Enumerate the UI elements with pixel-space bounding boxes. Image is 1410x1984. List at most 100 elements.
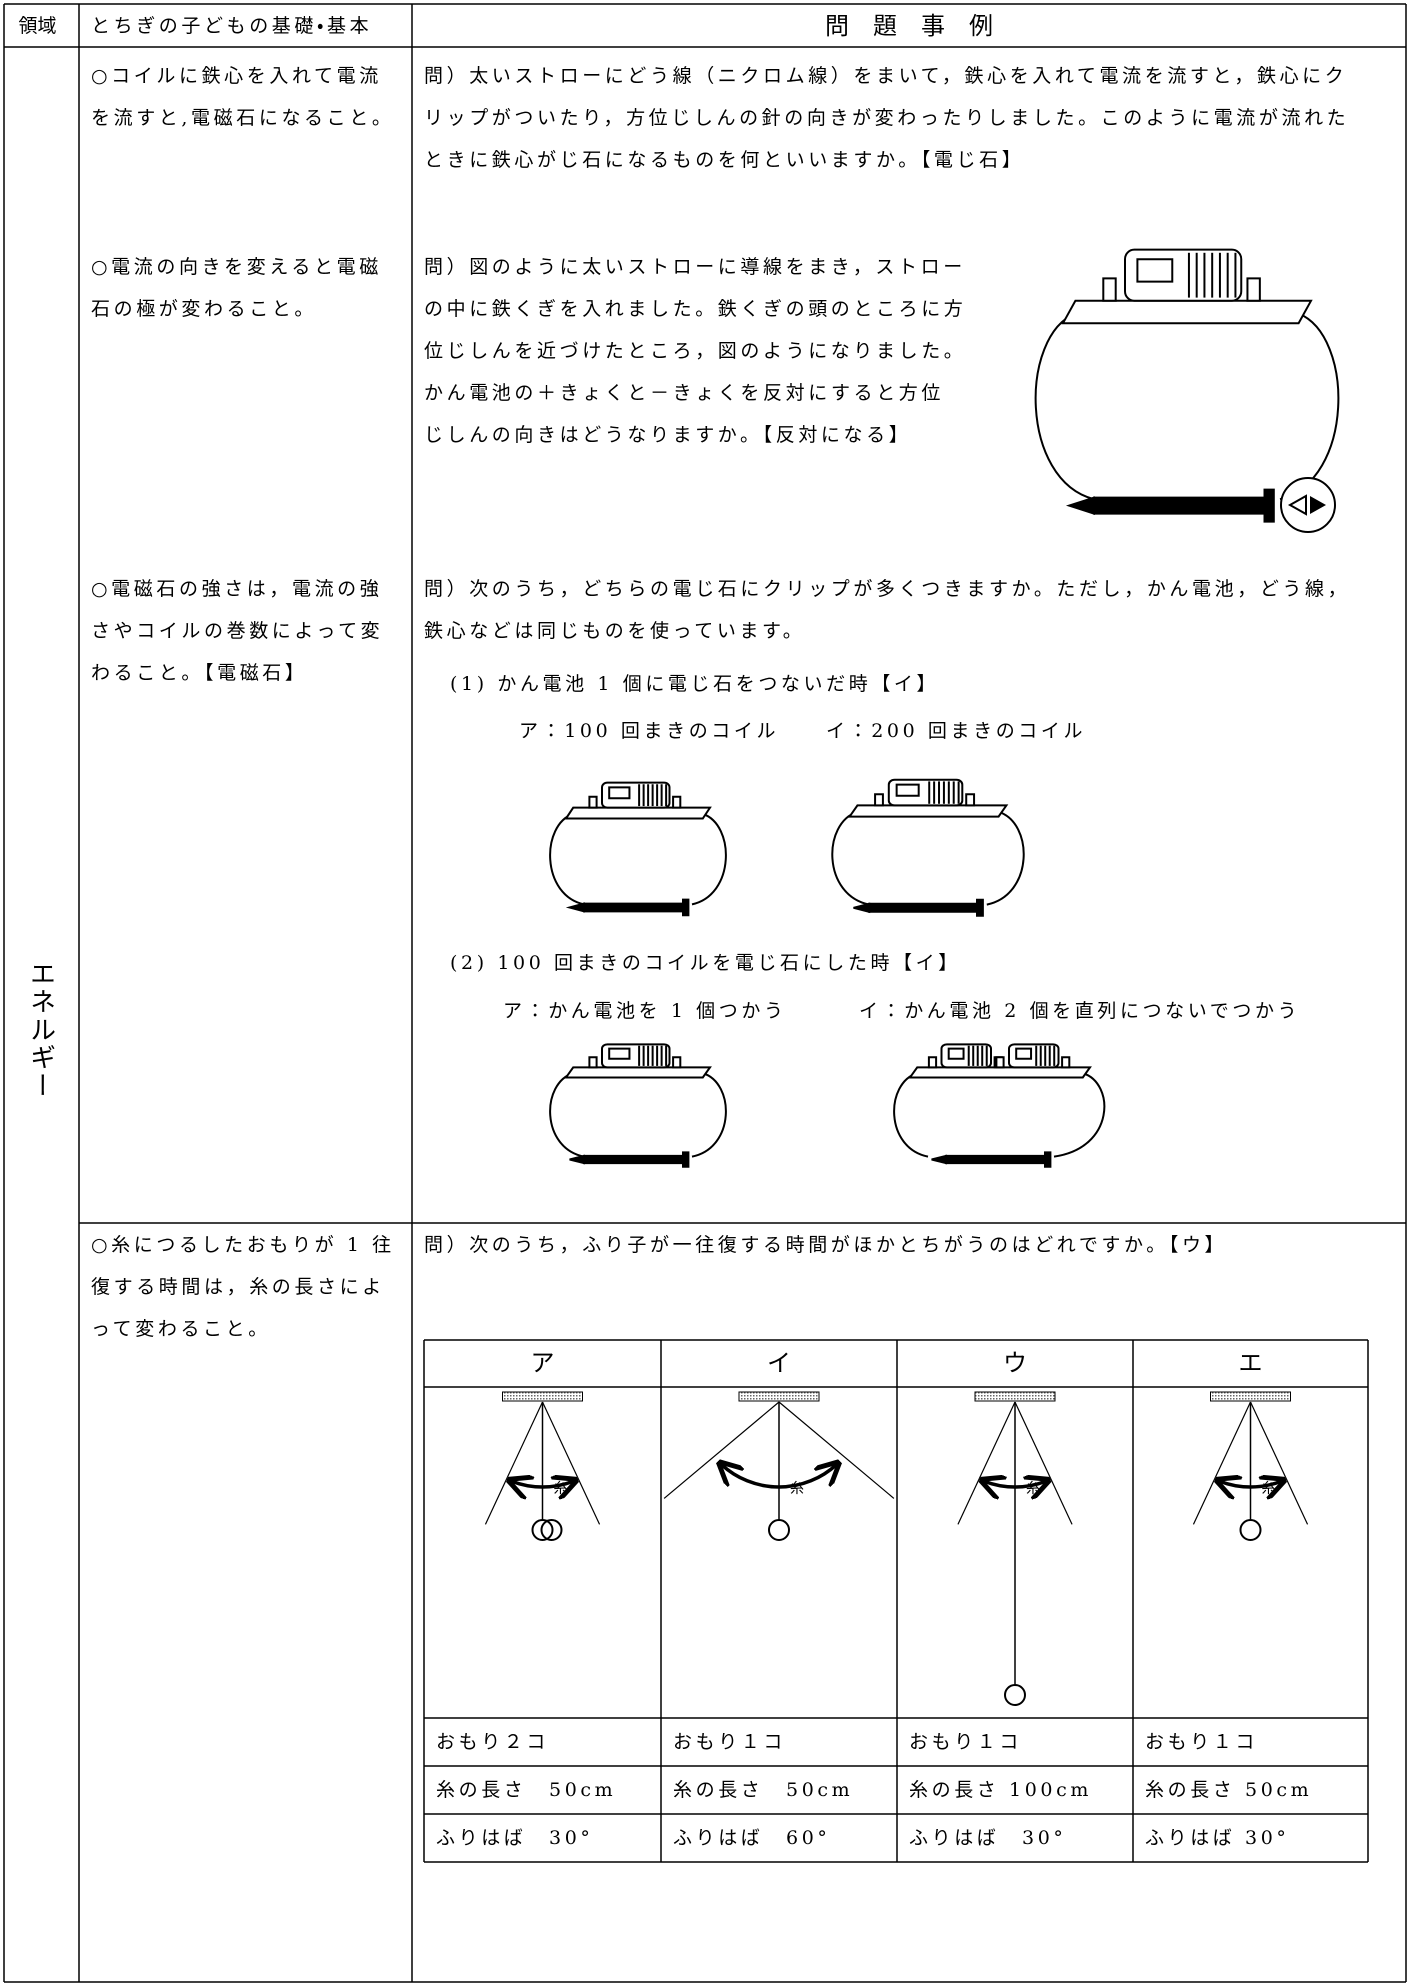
compass-needle bbox=[1310, 496, 1326, 514]
string-label: 糸 bbox=[790, 1481, 804, 1497]
question-line: ときに鉄心がじ石になるものを何といいますか。【電じ石】 bbox=[424, 149, 1025, 171]
question-line: 鉄心などは同じものを使っています。 bbox=[424, 620, 806, 642]
terminal bbox=[966, 794, 974, 805]
electromagnet bbox=[832, 780, 1023, 916]
window bbox=[1016, 1049, 1031, 1059]
cell-text: おもり１コ bbox=[673, 1731, 787, 1753]
window bbox=[609, 787, 629, 798]
area-label: エネルギー bbox=[25, 960, 56, 1100]
question-line: かん電池の＋きょくと－きょくを反対にすると方位 bbox=[424, 382, 944, 404]
terminal bbox=[589, 797, 596, 808]
basic-line: を流すと,電磁石になること。 bbox=[91, 107, 395, 129]
basic-line: ○電流の向きを変えると電磁 bbox=[91, 256, 382, 278]
bob bbox=[1004, 1684, 1026, 1706]
nail-head bbox=[683, 900, 688, 916]
wire bbox=[692, 814, 726, 904]
option: ア：100 回まきのコイル bbox=[519, 720, 780, 742]
electromagnet bbox=[550, 783, 726, 916]
nail-tip bbox=[570, 1156, 584, 1163]
swing-limit bbox=[1249, 1401, 1309, 1525]
wire bbox=[550, 1073, 584, 1157]
wire bbox=[832, 812, 869, 905]
option: イ：200 回まきのコイル bbox=[826, 720, 1087, 742]
string-label: 糸 bbox=[553, 1481, 568, 1497]
column-head: イ bbox=[767, 1349, 791, 1377]
question-line: リップがついたり，方位じしんの針の向きが変わったりしました。このように電流が流れ… bbox=[424, 107, 1350, 129]
cell-text: おもり１コ bbox=[909, 1731, 1023, 1753]
terminal bbox=[673, 797, 680, 808]
basic-line: わること。【電磁石】 bbox=[91, 662, 308, 684]
question-line: じしんの向きはどうなりますか。【反対になる】 bbox=[424, 424, 912, 446]
terminal bbox=[875, 794, 883, 805]
nail-head bbox=[977, 900, 983, 916]
cell-text: 糸の長さ 50cm bbox=[1145, 1779, 1313, 1801]
wire bbox=[987, 812, 1024, 905]
sub-question: (2) 100 回まきのコイルを電じ石にした時【イ】 bbox=[450, 952, 961, 974]
nail bbox=[1094, 498, 1265, 514]
cell-text: ふりはば 60° bbox=[673, 1827, 831, 1849]
window bbox=[1137, 259, 1172, 281]
string-label: 糸 bbox=[1026, 1481, 1040, 1497]
question-line: 問）次のうち，どちらの電じ石にクリップが多くつきますか。ただし，かん電池，どう線… bbox=[424, 578, 1351, 600]
nail bbox=[946, 1156, 1045, 1163]
nail-tip bbox=[932, 1156, 946, 1163]
base bbox=[850, 805, 1007, 816]
ceiling bbox=[502, 1391, 583, 1402]
terminal bbox=[1062, 1057, 1069, 1067]
question-line: 位じしんを近づけたところ，図のようになりました。 bbox=[424, 340, 967, 362]
nail-tip bbox=[854, 904, 870, 912]
swing-limit bbox=[1014, 1401, 1073, 1525]
cell-text: おもり２コ bbox=[436, 1731, 550, 1753]
basic-line: ○電磁石の強さは，電流の強 bbox=[91, 578, 383, 600]
wire bbox=[550, 814, 584, 904]
nail-tip bbox=[570, 904, 584, 912]
option: イ：かん電池 2 個を直列につないでつかう bbox=[859, 1000, 1301, 1022]
nail-head bbox=[683, 1152, 688, 1166]
column-head: エ bbox=[1238, 1349, 1263, 1377]
header-examples: 問 題 事 例 bbox=[825, 12, 993, 40]
cell-text: ふりはば 30° bbox=[1145, 1827, 1290, 1849]
terminal bbox=[1103, 278, 1115, 300]
wire bbox=[692, 1073, 726, 1157]
window bbox=[949, 1049, 964, 1059]
sub-question: (1) かん電池 1 個に電じ石をつないだ時【イ】 bbox=[450, 673, 940, 695]
base bbox=[566, 808, 710, 819]
question-line: の中に鉄くぎを入れました。鉄くぎの頭のところに方 bbox=[424, 298, 967, 320]
swing-limit bbox=[1192, 1401, 1252, 1525]
nail-tip bbox=[1069, 498, 1094, 514]
basic-line: って変わること。 bbox=[91, 1318, 271, 1340]
string-label: 糸 bbox=[1261, 1481, 1276, 1497]
base bbox=[1063, 301, 1311, 323]
cell-text: 糸の長さ 100cm bbox=[909, 1779, 1092, 1801]
cell-text: ふりはば 30° bbox=[436, 1827, 594, 1849]
electromagnet bbox=[550, 1044, 726, 1166]
nail bbox=[584, 904, 683, 912]
header-basics: とちぎの子どもの基礎・基本 bbox=[91, 15, 373, 37]
swing-limit bbox=[663, 1401, 780, 1499]
window bbox=[609, 1049, 629, 1059]
swing-limit bbox=[957, 1401, 1016, 1525]
terminal bbox=[589, 1057, 596, 1067]
terminal bbox=[996, 1057, 1003, 1067]
swing-limit bbox=[778, 1401, 895, 1499]
wire bbox=[1036, 314, 1094, 500]
question-line: 問）次のうち，ふり子が一往復する時間がほかとちがうのはどれですか。【ウ】 bbox=[424, 1234, 1228, 1256]
base bbox=[910, 1067, 1090, 1077]
compass-needle bbox=[1287, 494, 1307, 516]
basic-line: ○糸につるしたおもりが 1 往 bbox=[91, 1234, 395, 1256]
nail bbox=[584, 1156, 683, 1163]
basic-line: 復する時間は，糸の長さによ bbox=[91, 1276, 385, 1298]
bob bbox=[1239, 1519, 1262, 1541]
terminal bbox=[929, 1057, 936, 1067]
swing-limit bbox=[484, 1401, 544, 1525]
wire bbox=[1280, 314, 1338, 500]
terminal bbox=[673, 1057, 680, 1067]
ceiling bbox=[738, 1391, 820, 1402]
ceiling bbox=[974, 1391, 1056, 1402]
cell-text: 糸の長さ 50cm bbox=[673, 1779, 854, 1801]
terminal bbox=[1247, 278, 1259, 300]
nail-head bbox=[1265, 490, 1274, 522]
electromagnet bbox=[894, 1044, 1104, 1166]
